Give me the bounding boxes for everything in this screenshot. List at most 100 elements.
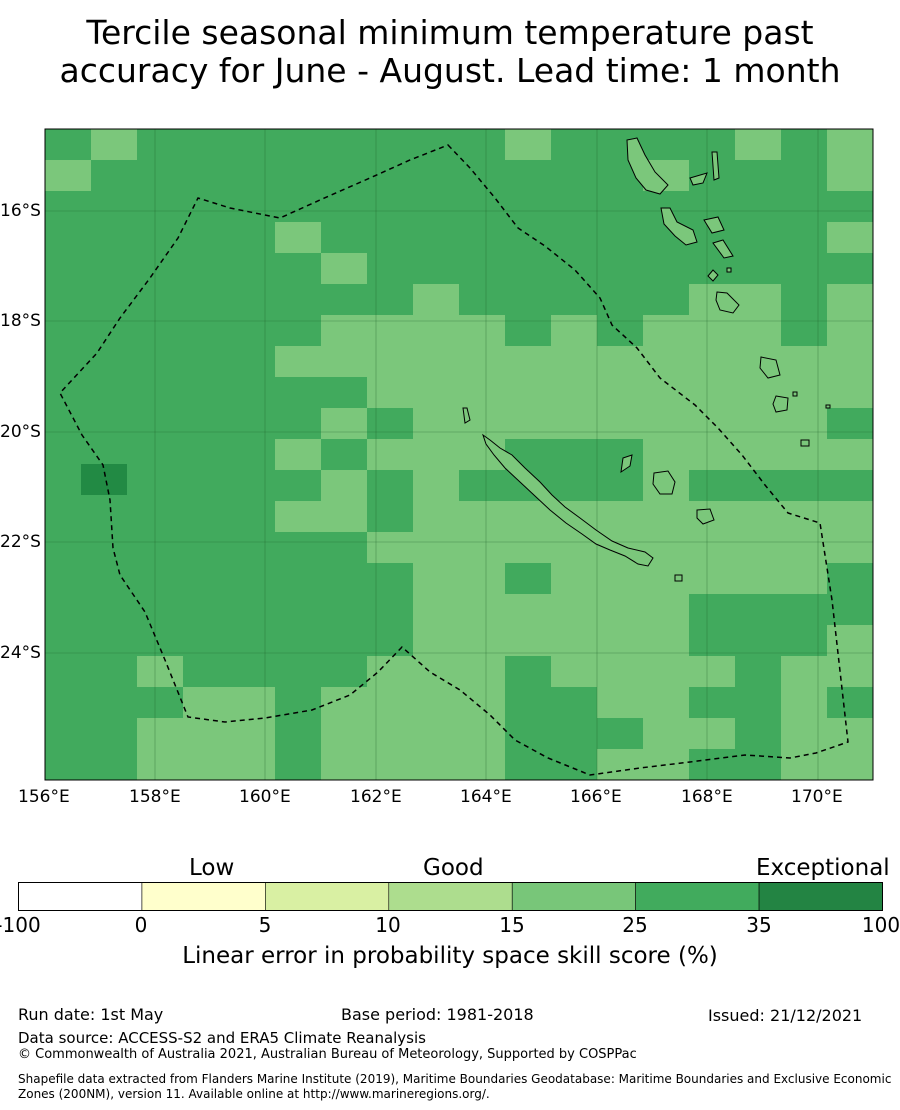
skill-cell-15-25 xyxy=(597,749,689,780)
skill-cell-15-25 xyxy=(505,129,551,160)
lon-label-160e: 160°E xyxy=(239,787,291,807)
lon-label-162e: 162°E xyxy=(350,787,402,807)
skill-cell-15-25 xyxy=(827,284,873,315)
colorbar-segment-3 xyxy=(388,882,513,911)
skill-cell-15-25 xyxy=(367,377,873,408)
skill-cell-15-25 xyxy=(321,408,367,439)
colorbar-tick-0: 0 xyxy=(134,913,148,937)
skill-cell-15-25 xyxy=(413,594,689,625)
skill-cell-15-25 xyxy=(275,501,367,532)
colorbar-tick-25: 25 xyxy=(622,913,648,937)
skill-cell-15-25 xyxy=(827,346,873,377)
eez-boundaries xyxy=(59,144,849,776)
skill-cell-15-25 xyxy=(275,346,597,377)
skill-cell-15-25 xyxy=(321,718,505,749)
colorbar-tick-5: 5 xyxy=(258,913,272,937)
skill-cell-15-25 xyxy=(367,439,505,470)
shapefile-credit: Shapefile data extracted from Flanders M… xyxy=(18,1072,900,1102)
efate-island xyxy=(707,269,719,282)
lat-label-18s: 18°S xyxy=(0,311,41,331)
skill-cell-15-25 xyxy=(413,284,459,315)
islet-4 xyxy=(825,404,831,409)
skill-cell-15-25 xyxy=(321,470,367,501)
skill-cell-15-25 xyxy=(413,625,689,656)
coastlines xyxy=(462,137,831,582)
skill-cell-15-25 xyxy=(183,687,275,718)
skill-grid-cells xyxy=(45,129,873,780)
lat-label-20s: 20°S xyxy=(0,422,41,442)
skill-cell-15-25 xyxy=(827,129,873,160)
skill-cell-15-25 xyxy=(827,222,873,253)
copyright: © Commonwealth of Australia 2021, Austra… xyxy=(18,1047,637,1062)
shapefile-credit-line-1: Shapefile data extracted from Flanders M… xyxy=(18,1072,892,1086)
colorbar-heading-low: Low xyxy=(189,855,235,881)
skill-cell-15-25 xyxy=(827,160,873,191)
skill-cell-15-25 xyxy=(827,315,873,346)
skill-cell-15-25 xyxy=(597,687,689,718)
skill-cell-15-25 xyxy=(735,532,827,563)
skill-cell-15-25 xyxy=(367,656,505,687)
colorbar-heading-good: Good xyxy=(423,855,484,881)
isle-of-pines xyxy=(674,574,683,582)
colorbar-segment-4 xyxy=(511,882,636,911)
skill-cell-15-25 xyxy=(827,625,873,656)
skill-cell-15-25 xyxy=(321,749,505,780)
graticule xyxy=(45,129,873,780)
skill-cell-15-25 xyxy=(137,749,275,780)
tanna-island xyxy=(759,356,781,379)
malekula-island xyxy=(660,207,698,246)
espiritu-santo-island xyxy=(626,137,669,195)
skill-cell-15-25 xyxy=(45,160,91,191)
lat-label-22s: 22°S xyxy=(0,532,41,552)
colorbar-tick-35: 35 xyxy=(746,913,772,937)
issued-date: Issued: 21/12/2021 xyxy=(708,1006,863,1025)
colorbar-segment-2 xyxy=(265,882,390,911)
skill-cell-15-25 xyxy=(781,749,873,780)
colorbar-tick-neg100: -100 xyxy=(0,913,41,937)
new-caledonia-island xyxy=(482,433,654,567)
ouvea-island xyxy=(620,454,633,474)
colorbar-segment-5 xyxy=(635,882,760,911)
skill-cell-15-25 xyxy=(781,718,873,749)
shapefile-credit-line-2: Zones (200NM), version 11. Available onl… xyxy=(18,1087,490,1101)
aneityum-island xyxy=(772,395,789,413)
lon-label-158e: 158°E xyxy=(129,787,181,807)
ambae-island xyxy=(689,172,708,186)
skill-cell-15-25 xyxy=(551,315,597,346)
matthew-island xyxy=(800,439,810,447)
skill-cell-15-25 xyxy=(321,687,505,718)
lon-label-170e: 170°E xyxy=(791,787,843,807)
skill-cell-15-25 xyxy=(413,563,505,594)
skill-cell-15-25 xyxy=(413,470,459,501)
lon-label-156e: 156°E xyxy=(18,787,70,807)
colorbar-segments xyxy=(18,882,883,911)
pentecost-island xyxy=(703,216,725,234)
skill-cell-15-25 xyxy=(643,718,735,749)
run-date: Run date: 1st May xyxy=(18,1005,164,1024)
colorbar xyxy=(18,882,883,911)
map-frame xyxy=(44,128,874,781)
colorbar-heading-exceptional: Exceptional xyxy=(756,855,890,881)
colorbar-segment-1 xyxy=(141,882,266,911)
lat-label-24s: 24°S xyxy=(0,643,41,663)
islet-2 xyxy=(726,267,732,273)
colorbar-tick-10: 10 xyxy=(375,913,401,937)
lon-label-168e: 168°E xyxy=(681,787,733,807)
skill-cell-15-25 xyxy=(781,687,827,718)
title-line-2: accuracy for June - August. Lead time: 1… xyxy=(59,51,841,90)
skill-cell-15-25 xyxy=(643,439,873,470)
lat-label-16s: 16°S xyxy=(0,201,41,221)
skill-cell-15-25 xyxy=(91,129,137,160)
skill-cell-15-25 xyxy=(275,222,321,253)
erromango-island xyxy=(715,291,740,314)
islet-3 xyxy=(792,391,798,397)
skill-cell-15-25 xyxy=(413,501,873,532)
skill-cell-15-25 xyxy=(551,656,735,687)
mare-island xyxy=(696,508,715,525)
skill-cell-15-25 xyxy=(781,656,873,687)
lifou-island xyxy=(652,470,676,495)
map-title: Tercile seasonal minimum temperature pas… xyxy=(0,14,900,90)
title-line-1: Tercile seasonal minimum temperature pas… xyxy=(86,13,814,52)
skill-cell-15-25 xyxy=(321,253,367,284)
colorbar-tick-100: 100 xyxy=(861,913,900,937)
